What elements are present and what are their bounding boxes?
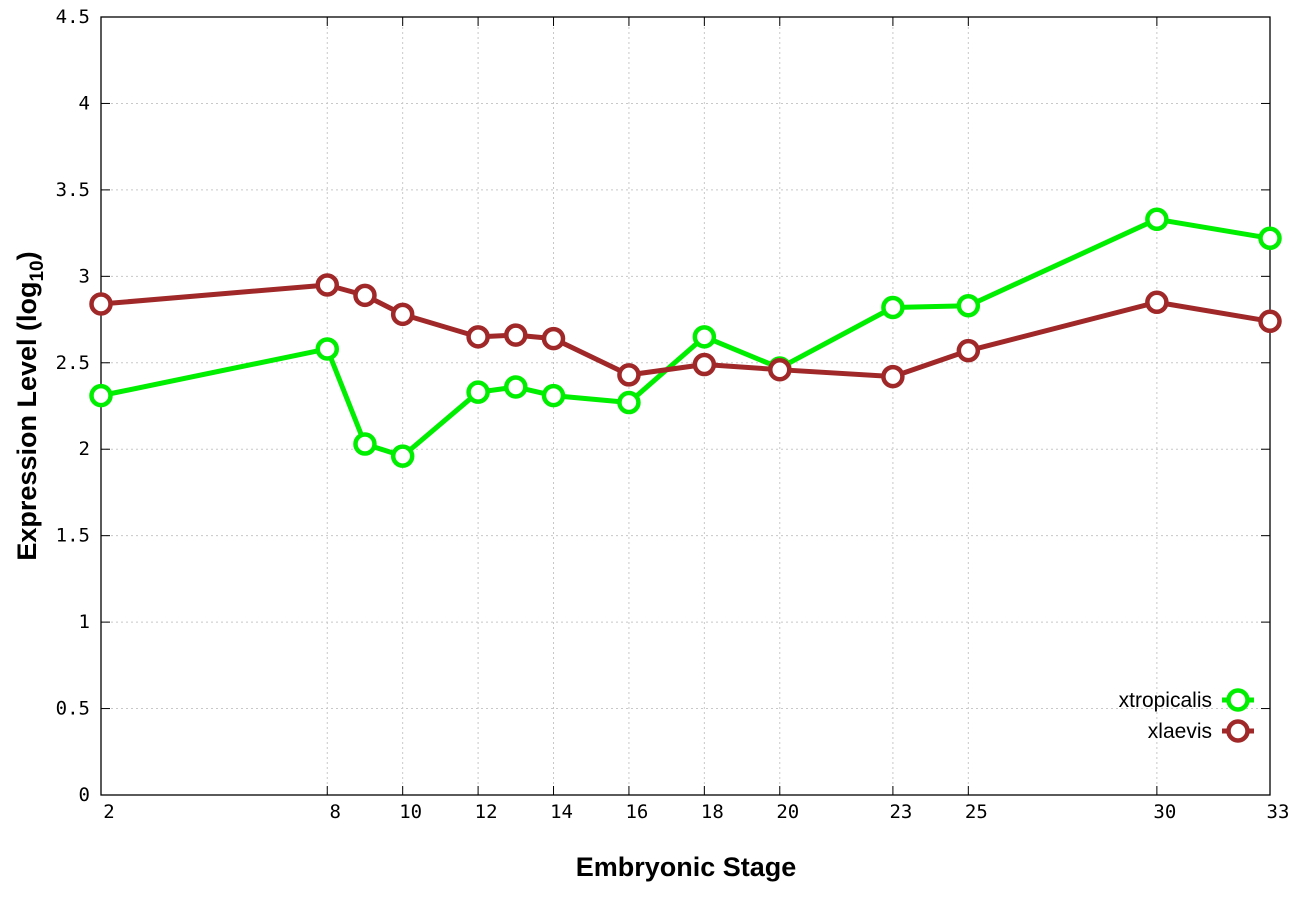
series-lines xyxy=(89,207,1282,468)
y-tick-label: 2.5 xyxy=(56,352,90,374)
data-point-xtropicalis xyxy=(466,380,490,404)
data-point-xtropicalis xyxy=(504,375,528,399)
y-tick-label: 1 xyxy=(79,611,90,633)
series-line-xtropicalis xyxy=(100,216,1271,459)
data-point-xtropicalis xyxy=(617,390,641,415)
y-axis-label: Expression Level (log10) xyxy=(12,251,48,560)
data-point-xlaevis xyxy=(541,326,566,351)
plot-frame xyxy=(100,16,1271,796)
data-point-xlaevis xyxy=(768,357,792,382)
data-point-xtropicalis xyxy=(541,383,566,408)
x-tick-label: 10 xyxy=(399,801,422,823)
legend-label-xlaevis: xlaevis xyxy=(1148,720,1212,743)
data-point-xlaevis xyxy=(1145,290,1169,315)
x-tick-label: 14 xyxy=(550,801,573,823)
x-tick-label: 2 xyxy=(103,801,114,823)
legend: xtropicalis xlaevis xyxy=(1119,688,1254,743)
x-tick-label: 33 xyxy=(1267,801,1290,823)
data-point-xlaevis xyxy=(692,352,717,377)
x-axis-label: Embryonic Stage xyxy=(576,852,797,882)
y-tick-label: 3 xyxy=(79,265,90,287)
data-point-xtropicalis xyxy=(390,444,415,468)
x-tick-label: 25 xyxy=(965,801,988,823)
data-point-xlaevis xyxy=(956,338,981,363)
y-tick-label: 1.5 xyxy=(56,525,90,547)
y-tick-label: 2 xyxy=(79,438,90,460)
x-tick-label: 23 xyxy=(889,801,912,823)
data-point-xtropicalis xyxy=(1258,226,1282,251)
x-tick-label: 8 xyxy=(330,801,341,823)
y-tick-label: 0 xyxy=(79,784,90,806)
data-point-xlaevis xyxy=(881,364,905,389)
x-tick-label: 16 xyxy=(625,801,648,823)
data-point-xlaevis xyxy=(390,302,415,327)
data-point-xlaevis xyxy=(353,283,377,308)
legend-marker-xtropicalis xyxy=(1226,688,1250,712)
y-tick-label: 3.5 xyxy=(56,179,90,201)
x-tick-label: 30 xyxy=(1153,801,1176,823)
data-point-xlaevis xyxy=(315,273,340,297)
data-point-xlaevis xyxy=(466,325,490,349)
data-point-xtropicalis xyxy=(956,293,981,318)
data-point-xtropicalis xyxy=(89,383,113,408)
data-point-xtropicalis xyxy=(315,337,340,361)
x-tick-label: 12 xyxy=(475,801,498,823)
data-point-xtropicalis xyxy=(692,325,717,349)
data-point-xlaevis xyxy=(1258,309,1282,334)
y-tick-label: 4.5 xyxy=(56,6,90,28)
y-tick-label: 4 xyxy=(79,92,90,114)
data-point-xtropicalis xyxy=(1145,207,1169,232)
data-point-xlaevis xyxy=(504,323,528,347)
legend-marker-xlaevis xyxy=(1226,719,1250,743)
x-tick-label: 20 xyxy=(776,801,799,823)
x-tick-label: 18 xyxy=(701,801,724,823)
gridlines xyxy=(101,17,1270,795)
data-point-xtropicalis xyxy=(881,295,905,320)
data-point-xtropicalis xyxy=(353,432,377,456)
data-point-xlaevis xyxy=(617,363,641,387)
data-point-xlaevis xyxy=(89,292,113,316)
y-axis-label-subscript: 10 xyxy=(27,260,48,281)
axis-ticks: 0 0.5 1 1.5 2 2.5 3 3.5 4 4.5 2 8 10 12 14 16 18 20 23 25 30… xyxy=(56,6,1290,823)
y-tick-label: 0.5 xyxy=(56,698,90,720)
legend-label-xtropicalis: xtropicalis xyxy=(1119,689,1212,712)
